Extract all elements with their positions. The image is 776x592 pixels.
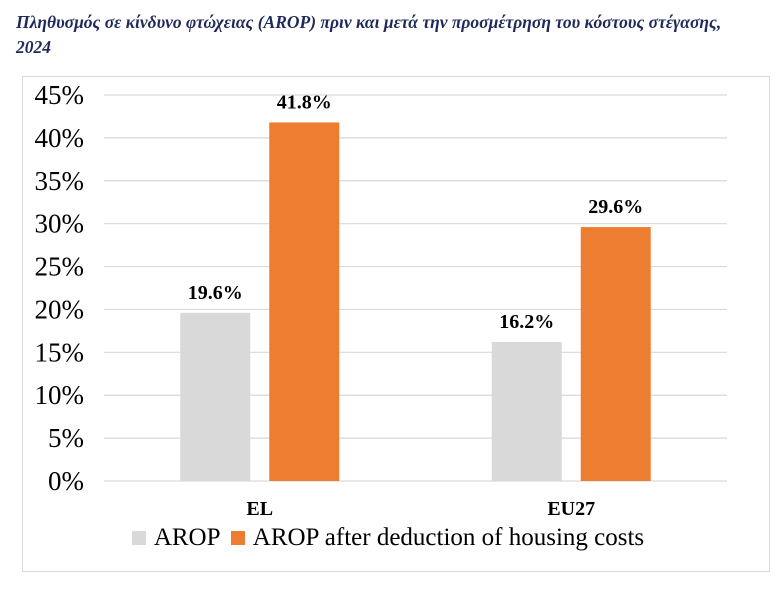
- y-tick-label: 30%: [35, 209, 85, 239]
- bar-el-arop-housing: [269, 122, 340, 482]
- x-axis-category-labels: EL EU27: [246, 498, 595, 520]
- y-tick-label: 0%: [48, 466, 84, 496]
- y-axis-tick-labels: 0% 5% 10% 15% 20% 25% 30% 35% 40% 45%: [35, 80, 85, 496]
- chart-title: Πληθυσμός σε κίνδυνο φτώχειας (AROP) πρι…: [16, 12, 722, 57]
- legend-label-arop: AROP: [153, 524, 221, 551]
- bar-el-arop: [180, 312, 251, 481]
- category-label: EL: [246, 498, 273, 520]
- data-label: 16.2%: [499, 311, 554, 333]
- y-tick-label: 10%: [35, 380, 85, 410]
- chart-frame: [22, 76, 770, 572]
- legend-item-arop-housing: AROP after deduction of housing costs: [230, 524, 645, 552]
- y-tick-label: 25%: [35, 252, 85, 282]
- y-tick-label: 20%: [35, 294, 85, 324]
- bar-eu27-arop: [491, 342, 562, 481]
- legend-swatch-arop: [131, 531, 146, 545]
- y-tick-label: 45%: [35, 80, 85, 110]
- legend-swatch-arop-housing: [230, 531, 245, 545]
- chart-legend: AROP AROP after deduction of housing cos…: [0, 524, 776, 552]
- y-tick-label: 35%: [35, 166, 85, 196]
- legend-item-arop: AROP: [131, 524, 221, 552]
- bars: [180, 122, 651, 482]
- data-label: 29.6%: [588, 196, 643, 218]
- legend-label-arop-housing: AROP after deduction of housing costs: [252, 524, 645, 551]
- y-tick-label: 40%: [35, 123, 85, 153]
- data-label: 41.8%: [277, 91, 332, 113]
- bar-eu27-arop-housing: [580, 227, 651, 481]
- category-label: EU27: [547, 498, 595, 520]
- y-tick-label: 15%: [35, 337, 85, 367]
- data-labels: 19.6% 41.8% 16.2% 29.6%: [188, 91, 644, 333]
- y-tick-label: 5%: [48, 423, 84, 453]
- data-label: 19.6%: [188, 282, 243, 304]
